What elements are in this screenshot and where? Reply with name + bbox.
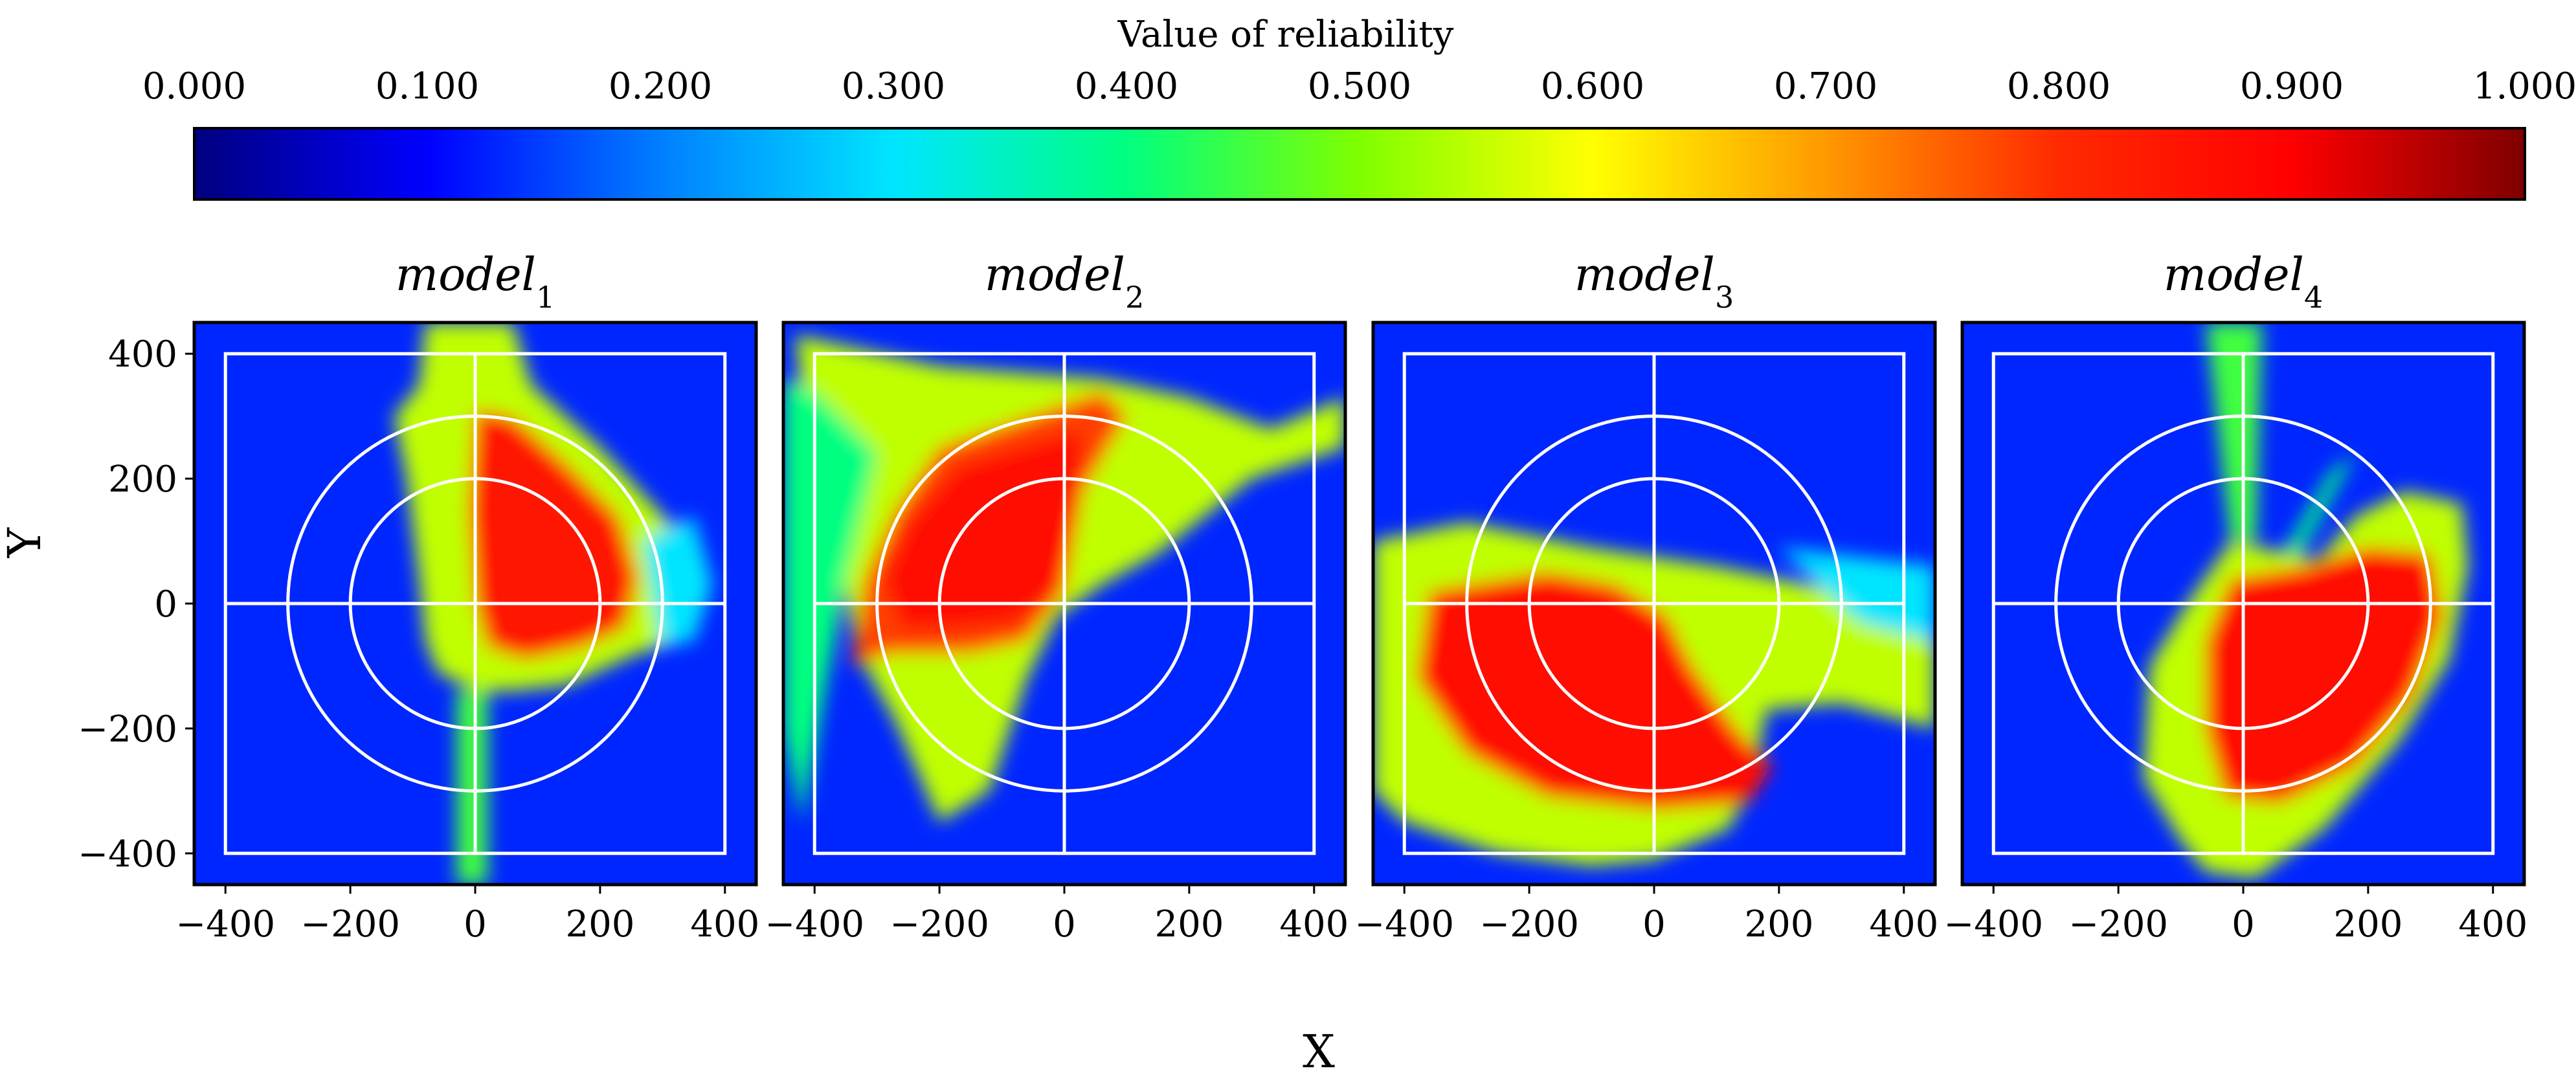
panel-model-1: model1 −400 −200 0 200 400 400 200 0 −200 −400: [78, 248, 759, 945]
reliability-region: [1778, 547, 1935, 641]
colorbar-tick-label: 0.000: [142, 65, 246, 107]
reliability-region: [883, 429, 1083, 629]
colorbar-tick-label: 0.300: [842, 65, 945, 107]
x-tick-label: 400: [1869, 903, 1938, 945]
panel-title: model2: [985, 248, 1144, 315]
y-tick-label: −200: [78, 708, 177, 751]
colorbar-gradient: [193, 127, 2526, 201]
colorbar-tick-label: 0.500: [1308, 65, 1411, 107]
colorbar-tick-label: 0.900: [2240, 65, 2344, 107]
overlay: [223, 352, 727, 855]
y-axis-label: Y: [0, 527, 51, 558]
x-tick-label: 400: [690, 903, 759, 945]
reliability-region: [469, 410, 638, 660]
colorbar-tick-labels: 0.000 0.100 0.200 0.300 0.400 0.500 0.600 0.700…: [142, 65, 2576, 107]
reliability-region: [2206, 547, 2443, 804]
reliability-region: [1417, 572, 1773, 810]
panel-title: model3: [1574, 248, 1734, 315]
reliability-region: [2268, 453, 2356, 579]
reliability-region: [783, 378, 877, 822]
panel-title: model1: [396, 248, 555, 315]
x-tick-label: −200: [890, 903, 989, 945]
panel-title: model4: [2164, 248, 2323, 315]
x-tick-label: 200: [1154, 903, 1224, 945]
x-tick-label: −200: [300, 903, 400, 945]
panel-model-3: model3 −400 −200 0 200 400: [1354, 248, 1938, 945]
colorbar-tick-label: 0.800: [2007, 65, 2111, 107]
y-tick-label: 0: [154, 583, 177, 626]
x-tick-label: 200: [565, 903, 634, 945]
x-tick-label: −400: [175, 903, 275, 945]
x-tick-label: 400: [2458, 903, 2527, 945]
x-tick-label: −200: [2068, 903, 2168, 945]
colorbar-tick-label: 0.600: [1541, 65, 1644, 107]
colorbar-title: Value of reliability: [1117, 14, 1454, 56]
x-tick-label: 0: [1642, 903, 1666, 945]
x-tick-label: 0: [1053, 903, 1076, 945]
overlay: [1402, 352, 1906, 855]
y-tick-label: 200: [108, 458, 177, 501]
x-tick-label: 200: [1744, 903, 1813, 945]
panel-model-2: model2 −400 −200 0 200 400: [765, 248, 1349, 945]
reliability-region: [2206, 322, 2262, 541]
y-tick-label: −400: [78, 833, 177, 876]
panels: model1−400 −200 0 200 4004002000−200−400mode…: [78, 248, 2527, 945]
colorbar-tick-label: 0.400: [1075, 65, 1178, 107]
colorbar-tick-label: 0.700: [1774, 65, 1877, 107]
x-tick-label: 400: [1279, 903, 1349, 945]
y-tick-label: 400: [108, 334, 177, 376]
x-tick-label: −400: [765, 903, 864, 945]
panel-model-4: model4 −400 −200 0 200 400: [1943, 248, 2527, 945]
x-tick-label: 200: [2333, 903, 2402, 945]
x-tick-label: −400: [1354, 903, 1454, 945]
overlay: [812, 352, 1316, 855]
colorbar-tick-label: 0.200: [609, 65, 712, 107]
colorbar-tick-label: 1.000: [2473, 65, 2576, 107]
x-tick-label: −400: [1943, 903, 2043, 945]
colorbar: Value of reliability 0.000 0.100 0.200 0.30…: [142, 14, 2576, 201]
x-tick-label: −200: [1479, 903, 1579, 945]
x-axis-label: X: [1303, 1025, 1335, 1078]
x-tick-label: 0: [2232, 903, 2255, 945]
colorbar-tick-label: 0.100: [375, 65, 479, 107]
reliability-region: [456, 691, 488, 885]
x-tick-label: 0: [464, 903, 487, 945]
overlay: [1991, 352, 2495, 855]
